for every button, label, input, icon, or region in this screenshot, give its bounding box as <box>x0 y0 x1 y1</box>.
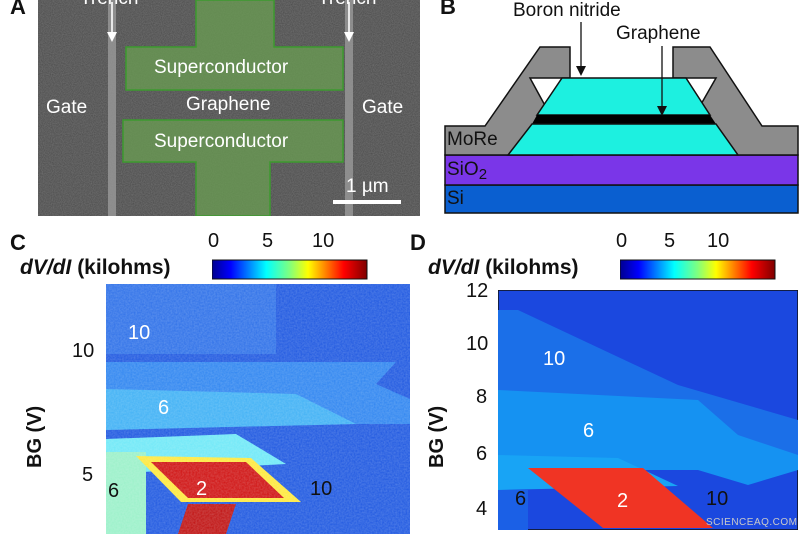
map-d-label-10: 10 <box>543 348 566 370</box>
trench-line-right <box>345 0 353 216</box>
colorbar-c-tick-10: 10 <box>312 230 335 252</box>
map-c-ytick-5: 5 <box>82 464 94 486</box>
sio2-label: SiO2 <box>447 159 488 183</box>
map-d-ytick-10: 10 <box>466 333 489 355</box>
bn-arrow <box>576 66 586 76</box>
colorbar-c-tick-0: 0 <box>208 230 220 252</box>
watermark: SCIENCEAQ.COM <box>706 517 798 528</box>
map-d-label-2: 2 <box>617 490 629 512</box>
graphene-label: Graphene <box>186 94 271 115</box>
panel-letter-c: C <box>10 230 26 255</box>
map-d-label-6: 6 <box>583 420 595 442</box>
trench-label-right: Trench <box>318 0 376 10</box>
si-layer <box>444 184 799 214</box>
panel-a: Trench Trench Superconductor Graphene Su… <box>38 0 420 216</box>
colorbar-c-tick-5: 5 <box>262 230 274 252</box>
scale-bar-label: 1 µm <box>346 176 389 197</box>
colorbar-title-d: dV/dI (kilohms) <box>428 256 579 279</box>
colorbar-title-c: dV/dI (kilohms) <box>20 256 171 279</box>
map-c-ylabel: BG (V) <box>24 405 46 468</box>
graphene-layer <box>532 115 716 124</box>
si-label: Si <box>447 188 464 209</box>
sio2-layer <box>444 154 799 186</box>
gate-label-right: Gate <box>362 97 404 118</box>
map-c-label-6: 6 <box>158 397 170 419</box>
map-d-ytick-4: 4 <box>476 498 488 520</box>
superconductor-bottom-electrode <box>122 119 344 216</box>
map-c <box>106 284 410 534</box>
graphene-arrow <box>657 106 667 116</box>
trench-arrow-left <box>107 32 117 42</box>
gate-label-left: Gate <box>46 97 88 118</box>
map-d-ylabel: BG (V) <box>426 405 448 468</box>
superconductor-bottom-label: Superconductor <box>154 131 289 152</box>
map-c-label-10: 10 <box>128 322 151 344</box>
trench-line-left <box>108 0 116 216</box>
map-c-label-2: 2 <box>196 478 208 500</box>
device-schematic <box>444 22 799 214</box>
bn-label: Boron nitride <box>513 0 621 21</box>
map-d-label-10-right: 10 <box>706 488 729 510</box>
bn-top-layer <box>535 77 712 116</box>
trench-arrow-right <box>344 32 354 42</box>
more-label: MoRe <box>447 129 498 150</box>
map-c-ytick-10: 10 <box>72 340 95 362</box>
scale-bar <box>333 200 401 204</box>
sem-image <box>38 0 420 216</box>
map-c-label-6-left: 6 <box>108 480 120 502</box>
superconductor-top-label: Superconductor <box>154 57 289 78</box>
map-d <box>498 290 798 530</box>
trench-label-left: Trench <box>80 0 138 10</box>
panel-letter-d: D <box>410 230 426 255</box>
colorbar-d-tick-10: 10 <box>707 230 730 252</box>
map-d-ytick-8: 8 <box>476 386 488 408</box>
colorbar-c <box>212 259 368 280</box>
colorbar-d <box>620 259 776 280</box>
colorbar-d-tick-5: 5 <box>664 230 676 252</box>
panel-letter-b: B <box>440 0 456 19</box>
map-d-label-6-left: 6 <box>515 488 527 510</box>
superconductor-top-electrode <box>125 0 344 91</box>
map-d-region-2 <box>528 468 713 528</box>
graphene-schematic-label: Graphene <box>616 23 701 44</box>
panel-letter-a: A <box>10 0 26 19</box>
map-d-ytick-12: 12 <box>466 280 489 302</box>
map-c-label-10-right: 10 <box>310 478 333 500</box>
map-d-ytick-6: 6 <box>476 443 488 465</box>
colorbar-d-tick-0: 0 <box>616 230 628 252</box>
bn-bottom-layer <box>506 123 740 156</box>
